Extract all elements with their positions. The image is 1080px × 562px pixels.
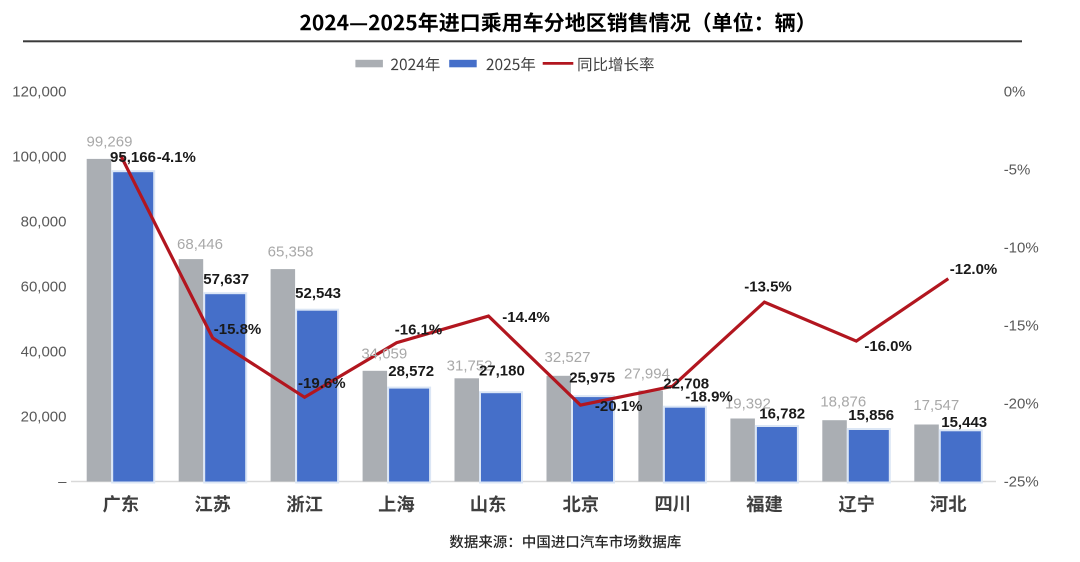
svg-text:28,572: 28,572 (388, 363, 434, 380)
svg-text:100,000: 100,000 (12, 149, 66, 166)
svg-text:–: – (58, 474, 67, 491)
svg-text:-16.1%: -16.1% (395, 321, 443, 338)
svg-text:-18.9%: -18.9% (685, 389, 733, 406)
svg-text:-16.0%: -16.0% (864, 338, 912, 355)
svg-text:-5%: -5% (1004, 162, 1031, 179)
svg-text:15,443: 15,443 (941, 414, 987, 431)
svg-text:20,000: 20,000 (21, 409, 67, 426)
svg-text:40,000: 40,000 (21, 344, 67, 361)
svg-text:120,000: 120,000 (12, 84, 66, 101)
svg-text:65,358: 65,358 (268, 243, 314, 260)
svg-text:-20%: -20% (1004, 396, 1039, 413)
svg-text:19,392: 19,392 (725, 396, 771, 413)
svg-text:0%: 0% (1004, 84, 1026, 101)
svg-text:34,059: 34,059 (361, 345, 407, 362)
svg-text:-14.4%: -14.4% (502, 309, 550, 326)
svg-text:60,000: 60,000 (21, 279, 67, 296)
svg-text:-10%: -10% (1004, 240, 1039, 257)
svg-text:27,994: 27,994 (624, 366, 670, 383)
svg-text:52,543: 52,543 (295, 285, 341, 302)
svg-text:57,637: 57,637 (203, 271, 249, 288)
svg-text:-15%: -15% (1004, 318, 1039, 335)
svg-text:80,000: 80,000 (21, 214, 67, 231)
svg-text:68,446: 68,446 (177, 236, 223, 253)
svg-text:22,708: 22,708 (663, 375, 709, 392)
svg-text:17,547: 17,547 (913, 397, 959, 414)
svg-text:32,527: 32,527 (545, 349, 591, 366)
svg-text:-20.1%: -20.1% (595, 398, 643, 415)
svg-text:-13.5%: -13.5% (744, 279, 792, 296)
svg-text:-4.1%: -4.1% (157, 149, 196, 166)
svg-text:27,180: 27,180 (479, 362, 525, 379)
svg-text:15,856: 15,856 (848, 407, 894, 424)
svg-text:16,782: 16,782 (759, 405, 805, 422)
svg-text:25,975: 25,975 (569, 369, 615, 386)
svg-text:99,269: 99,269 (87, 134, 133, 151)
svg-text:-19.6%: -19.6% (298, 375, 346, 392)
svg-text:95,166: 95,166 (110, 149, 156, 166)
svg-text:-25%: -25% (1004, 474, 1039, 491)
svg-text:18,876: 18,876 (820, 394, 866, 411)
svg-text:-15.8%: -15.8% (214, 321, 262, 338)
svg-text:31,752: 31,752 (447, 357, 493, 374)
svg-text:-12.0%: -12.0% (950, 261, 998, 278)
